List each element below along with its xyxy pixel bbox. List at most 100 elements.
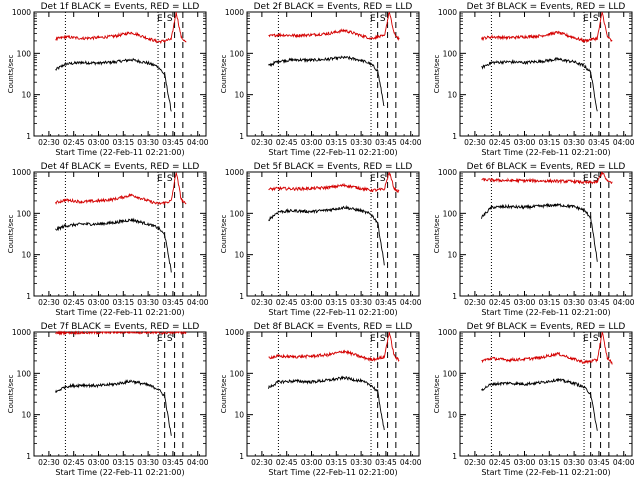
chart-panel-2: Det 2f BLACK = Events, RED = LLD 1 10 100 10… <box>220 2 422 157</box>
x-tick-label: 03:45 <box>588 458 610 467</box>
series-line-lld <box>481 331 613 365</box>
plot-frame <box>246 171 420 297</box>
series-line-events <box>268 375 385 431</box>
x-tick-label: 02:45 <box>63 298 85 307</box>
y-tick-label: 1000 <box>12 168 31 177</box>
x-tick-label: 03:45 <box>162 298 184 307</box>
y-axis-label: Counts/sec <box>220 375 228 414</box>
x-tick-label: 02:30 <box>464 138 486 147</box>
plot-frame <box>459 11 633 137</box>
y-axis-label: Counts/sec <box>220 215 228 254</box>
x-tick-label: 03:00 <box>88 458 110 467</box>
x-axis-label: Start Time (22-Feb-11 02:21:00) <box>55 308 184 317</box>
x-tick-label: 03:00 <box>88 138 110 147</box>
series-line-lld <box>268 171 400 193</box>
x-tick-label: 02:30 <box>464 458 486 467</box>
x-tick-label: 03:00 <box>301 458 323 467</box>
y-tick-label: 1000 <box>225 8 244 17</box>
x-tick-label: 03:30 <box>563 298 585 307</box>
x-tick-label: 03:15 <box>112 138 134 147</box>
series-line-events <box>55 57 172 112</box>
y-tick-label: 10 <box>447 91 457 100</box>
y-tick-label: 1 <box>452 132 457 141</box>
series-line-events <box>268 204 385 266</box>
chart-panel-5: Det 5f BLACK = Events, RED = LLD 1 10 100 10… <box>220 162 422 317</box>
plot-frame <box>459 171 633 297</box>
x-tick-label: 03:30 <box>137 458 159 467</box>
marker-label-e: E <box>157 174 163 184</box>
y-tick-label: 100 <box>443 49 458 58</box>
y-tick-label: 1 <box>26 452 31 461</box>
x-tick-label: 03:00 <box>514 458 536 467</box>
x-tick-label: 03:30 <box>563 138 585 147</box>
chart-title: Det 5f BLACK = Events, RED = LLD <box>254 162 413 172</box>
chart-title: Det 1f BLACK = Events, RED = LLD <box>41 2 200 12</box>
y-tick-label: 1 <box>239 452 244 461</box>
x-tick-label: 02:30 <box>38 138 60 147</box>
x-tick-label: 02:45 <box>276 138 298 147</box>
y-axis-label: Counts/sec <box>433 215 441 254</box>
y-axis-label: Counts/sec <box>433 375 441 414</box>
y-tick-label: 10 <box>21 91 31 100</box>
marker-label-s: S <box>380 334 386 344</box>
plot-frame <box>33 331 207 457</box>
x-tick-label: 03:15 <box>112 458 134 467</box>
series-line-events <box>55 217 172 273</box>
x-tick-label: 03:15 <box>325 298 347 307</box>
y-tick-label: 10 <box>21 411 31 420</box>
y-tick-label: 1000 <box>438 8 457 17</box>
series-line-lld <box>268 331 400 363</box>
y-tick-label: 1000 <box>12 8 31 17</box>
marker-label-e: E <box>370 174 376 184</box>
y-tick-label: 1 <box>239 292 244 301</box>
marker-label-s: S <box>593 174 599 184</box>
marker-label-s: S <box>167 334 173 344</box>
x-tick-label: 02:45 <box>489 298 511 307</box>
y-axis-label: Counts/sec <box>7 375 15 414</box>
plot-frame <box>246 11 420 137</box>
x-tick-label: 03:30 <box>350 138 372 147</box>
y-tick-label: 100 <box>443 369 458 378</box>
y-tick-label: 100 <box>230 209 245 218</box>
x-tick-label: 04:00 <box>400 458 422 467</box>
y-tick-label: 1000 <box>438 328 457 337</box>
x-tick-label: 04:00 <box>187 138 209 147</box>
y-tick-label: 100 <box>230 369 245 378</box>
x-tick-label: 03:30 <box>563 458 585 467</box>
x-tick-label: 02:45 <box>489 458 511 467</box>
x-axis-label: Start Time (22-Feb-11 02:21:00) <box>481 148 610 157</box>
marker-label-s: S <box>380 14 386 24</box>
x-tick-label: 02:30 <box>38 298 60 307</box>
marker-label-s: S <box>167 174 173 184</box>
x-tick-label: 03:45 <box>588 138 610 147</box>
x-tick-label: 03:30 <box>137 138 159 147</box>
y-tick-label: 10 <box>447 251 457 260</box>
chart-title: Det 8f BLACK = Events, RED = LLD <box>254 322 413 332</box>
marker-label-e: E <box>157 14 163 24</box>
x-tick-label: 04:00 <box>187 298 209 307</box>
series-line-lld <box>55 330 187 336</box>
y-tick-label: 10 <box>447 411 457 420</box>
y-tick-label: 100 <box>17 209 32 218</box>
series-line-lld <box>55 172 187 205</box>
marker-label-s: S <box>380 174 386 184</box>
plot-frame <box>246 331 420 457</box>
x-tick-label: 03:00 <box>514 298 536 307</box>
x-axis-label: Start Time (22-Feb-11 02:21:00) <box>55 148 184 157</box>
marker-label-e: E <box>370 334 376 344</box>
x-tick-label: 03:45 <box>375 298 397 307</box>
x-tick-label: 03:45 <box>162 458 184 467</box>
y-tick-label: 1000 <box>225 168 244 177</box>
series-line-lld <box>55 11 187 45</box>
x-tick-label: 03:45 <box>162 138 184 147</box>
x-tick-label: 02:45 <box>489 138 511 147</box>
x-tick-label: 03:30 <box>137 298 159 307</box>
y-tick-label: 10 <box>234 411 244 420</box>
x-tick-label: 02:30 <box>251 458 273 467</box>
y-tick-label: 1 <box>452 452 457 461</box>
x-tick-label: 03:15 <box>538 458 560 467</box>
marker-label-e: E <box>583 14 589 24</box>
x-tick-label: 04:00 <box>187 458 209 467</box>
